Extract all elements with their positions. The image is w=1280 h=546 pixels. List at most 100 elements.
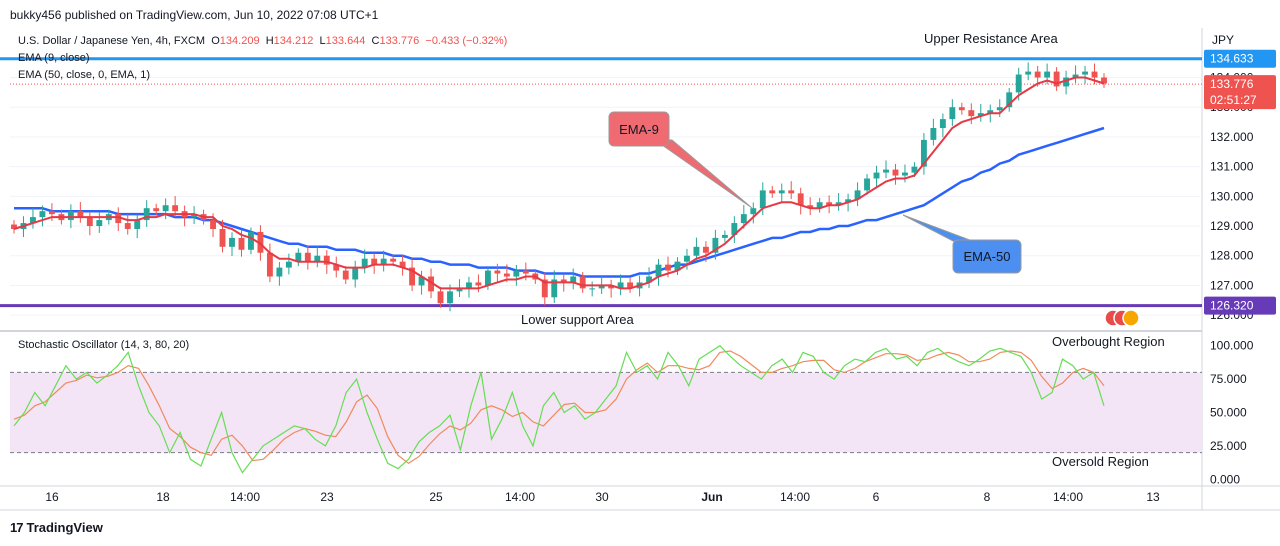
candle [494,263,501,282]
candle-body [380,258,387,265]
candle-body [949,107,956,120]
candle [1006,87,1013,112]
candle-body [939,119,946,129]
open-label: O [211,35,220,47]
candle-body [1034,71,1041,78]
candle-body [920,139,927,167]
candle-body [655,264,662,277]
candle-body [390,258,397,262]
candle-body [873,172,880,179]
candle-body [902,172,908,176]
candle-body [153,208,160,212]
candle-body [1006,92,1013,108]
candle-body [750,208,757,215]
candle-body [665,264,671,271]
candle [684,248,690,270]
candle-body [1091,71,1098,78]
candle-body [466,282,472,289]
candle [939,113,946,138]
candle-body [513,270,520,277]
candle-body [418,276,425,286]
overbought-label: Overbought Region [1052,334,1165,349]
candle [788,181,795,199]
candle-body [674,261,681,271]
candle-body [968,110,975,117]
candle [77,201,84,223]
candle-body [494,270,501,274]
candle-body [522,270,529,274]
tradingview-brand[interactable]: 17 TradingView [10,520,103,535]
candle-body [560,279,567,283]
candle-body [124,223,131,229]
last-price-tag: 133.776 [1210,77,1254,91]
candle [115,207,122,232]
candle-body [266,252,273,277]
candle-body [437,291,444,304]
time-tick-label: 14:00 [1053,490,1083,504]
time-tick-label: 13 [1146,490,1160,504]
candle [39,205,46,227]
candle [304,245,311,270]
resistance-price-tag: 134.633 [1210,52,1254,66]
candle [750,202,757,224]
stochastic-k-line [13,344,1105,474]
candle-body [977,113,984,117]
currency-label: JPY [1212,33,1234,47]
candle-body [835,202,842,206]
ema9-layer [13,76,1105,290]
candle-body [797,193,804,206]
symbol-legend: U.S. Dollar / Japanese Yen, 4h, FXCM O 13… [18,35,507,47]
bar-countdown: 02:51:27 [1210,93,1257,107]
candle-body [1053,71,1060,87]
candle-body [617,282,624,289]
time-tick-label: 23 [320,490,334,504]
economic-events-icon [1104,309,1140,327]
candle [314,246,321,268]
candle [134,214,141,239]
low-value: 133.644 [325,35,366,47]
candle-body [930,128,937,140]
ema50-callout-pointer [902,214,976,243]
ema50-layer [14,126,1105,278]
candle-body [428,276,434,292]
candle [883,160,889,179]
support-price-tag: 126.320 [1210,299,1254,313]
candle [143,200,150,227]
candle [958,102,965,115]
candle-body [352,267,359,280]
axis-layer: 126.000127.000128.000129.000130.000131.0… [45,33,1276,504]
candle-body [570,276,577,283]
tradingview-logo-icon: 17 [10,520,24,535]
candle-body [143,208,150,221]
candle-body [48,211,55,215]
candle-body [134,220,141,229]
candle-body [845,199,852,203]
candle [352,260,359,288]
candle-body [693,246,700,256]
candle-body [1015,74,1022,93]
footer: 17 TradingView [0,510,1280,546]
candle-body [646,276,652,283]
candle [541,272,548,306]
candle-body [484,270,491,286]
candle [342,266,349,284]
ema50-callout-text: EMA-50 [964,249,1011,264]
candle-body [958,107,965,111]
ema9-callout-text: EMA-9 [619,122,659,137]
candle-body [238,237,245,250]
candle-body [304,252,311,262]
candle [778,183,785,202]
candle [1025,62,1032,81]
candle [930,118,937,146]
candle-body [1044,71,1051,78]
candle [437,286,444,308]
candle [248,227,254,255]
candle-body [503,273,510,277]
candle [1101,73,1107,88]
symbol-name: U.S. Dollar / Japanese Yen, 4h, FXCM [18,35,206,47]
ema50-callout: EMA-50 [902,214,1022,274]
price-tick-label: 132.000 [1210,130,1254,144]
time-tick-label: 14:00 [505,490,535,504]
stochastic-legend: Stochastic Oscillator (14, 3, 80, 20) [18,339,190,351]
